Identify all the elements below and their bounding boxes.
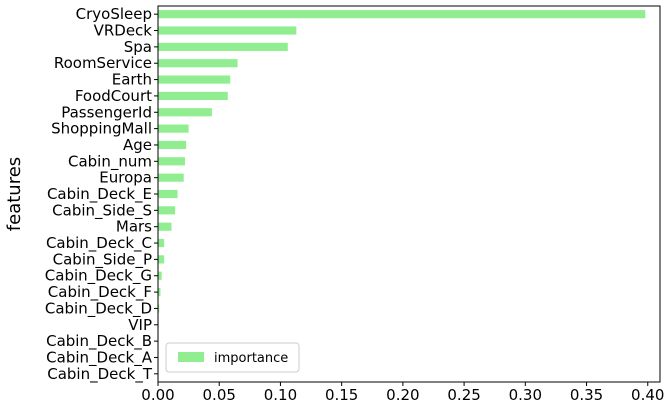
- y-tick-label: Cabin_Deck_F: [48, 283, 152, 302]
- bar-Cabin_Side_P: [158, 255, 165, 264]
- y-tick-label: Cabin_Deck_C: [46, 234, 152, 253]
- y-tick-label: Cabin_Deck_G: [45, 267, 152, 286]
- bar-PassengerId: [158, 108, 212, 117]
- bars-group: [158, 10, 646, 378]
- bar-Mars: [158, 222, 172, 231]
- x-tick-label: 0.20: [386, 386, 419, 404]
- bar-Cabin_Deck_G: [158, 271, 162, 280]
- bar-Cabin_Deck_E: [158, 189, 178, 199]
- bar-Age: [158, 140, 187, 150]
- y-tick-label: Cabin_Deck_T: [47, 365, 153, 384]
- y-tick-label: Cabin_Deck_E: [47, 185, 152, 204]
- y-tick-label: Cabin_Side_P: [53, 250, 152, 269]
- x-tick-label: 0.30: [509, 386, 542, 404]
- y-tick-label: FoodCourt: [75, 87, 152, 105]
- x-axis: 0.00 0.05 0.10 0.15 0.20 0.25 0.30 0.35 0.40: [141, 382, 664, 404]
- bar-Cabin_num: [158, 157, 185, 166]
- bar-Cabin_Deck_F: [158, 288, 161, 297]
- legend-swatch: [178, 352, 204, 362]
- y-tick-label: Mars: [116, 218, 152, 236]
- y-tick-label: RoomService: [54, 54, 152, 72]
- legend-box: [165, 342, 300, 373]
- bar-Cabin_Deck_D: [158, 304, 160, 313]
- y-tick-label: Cabin_Deck_D: [45, 299, 152, 318]
- x-tick-label: 0.10: [264, 386, 297, 404]
- legend: importance: [165, 342, 300, 373]
- x-tick-label: 0.35: [570, 386, 603, 404]
- y-tick-label: Cabin_Deck_B: [46, 332, 152, 351]
- bar-VRDeck: [158, 26, 297, 35]
- y-tick-label: CryoSleep: [76, 5, 152, 23]
- bar-Europa: [158, 173, 184, 182]
- y-tick-label: VRDeck: [94, 22, 153, 40]
- y-tick-label: VIP: [128, 316, 152, 334]
- legend-label: importance: [214, 351, 288, 366]
- bar-CryoSleep: [158, 10, 646, 19]
- y-axis-label: features: [4, 157, 25, 231]
- x-tick-label: 0.00: [141, 386, 174, 404]
- x-tick-label: 0.05: [203, 386, 236, 404]
- y-tick-label: Spa: [124, 38, 152, 56]
- y-tick-label: Cabin_Deck_A: [46, 348, 153, 367]
- x-tick-label: 0.40: [631, 386, 664, 404]
- bar-Spa: [158, 42, 288, 51]
- y-axis: CryoSleepVRDeckSpaRoomServiceEarthFoodCo…: [45, 5, 158, 384]
- bar-Earth: [158, 75, 231, 84]
- y-tick-label: ShoppingMall: [51, 120, 152, 138]
- x-tick-label: 0.25: [447, 386, 480, 404]
- x-tick-label: 0.15: [325, 386, 358, 404]
- y-tick-label: Earth: [112, 71, 152, 89]
- bar-Cabin_Side_S: [158, 206, 176, 215]
- bar-RoomService: [158, 59, 238, 68]
- y-tick-label: Age: [123, 136, 152, 154]
- bar-Cabin_Deck_C: [158, 238, 165, 248]
- y-tick-label: Europa: [99, 169, 152, 187]
- bar-FoodCourt: [158, 91, 228, 100]
- bar-ShoppingMall: [158, 124, 189, 133]
- y-tick-label: Cabin_Side_S: [52, 201, 152, 220]
- y-tick-label: Cabin_num: [68, 152, 152, 171]
- y-tick-label: PassengerId: [61, 103, 152, 121]
